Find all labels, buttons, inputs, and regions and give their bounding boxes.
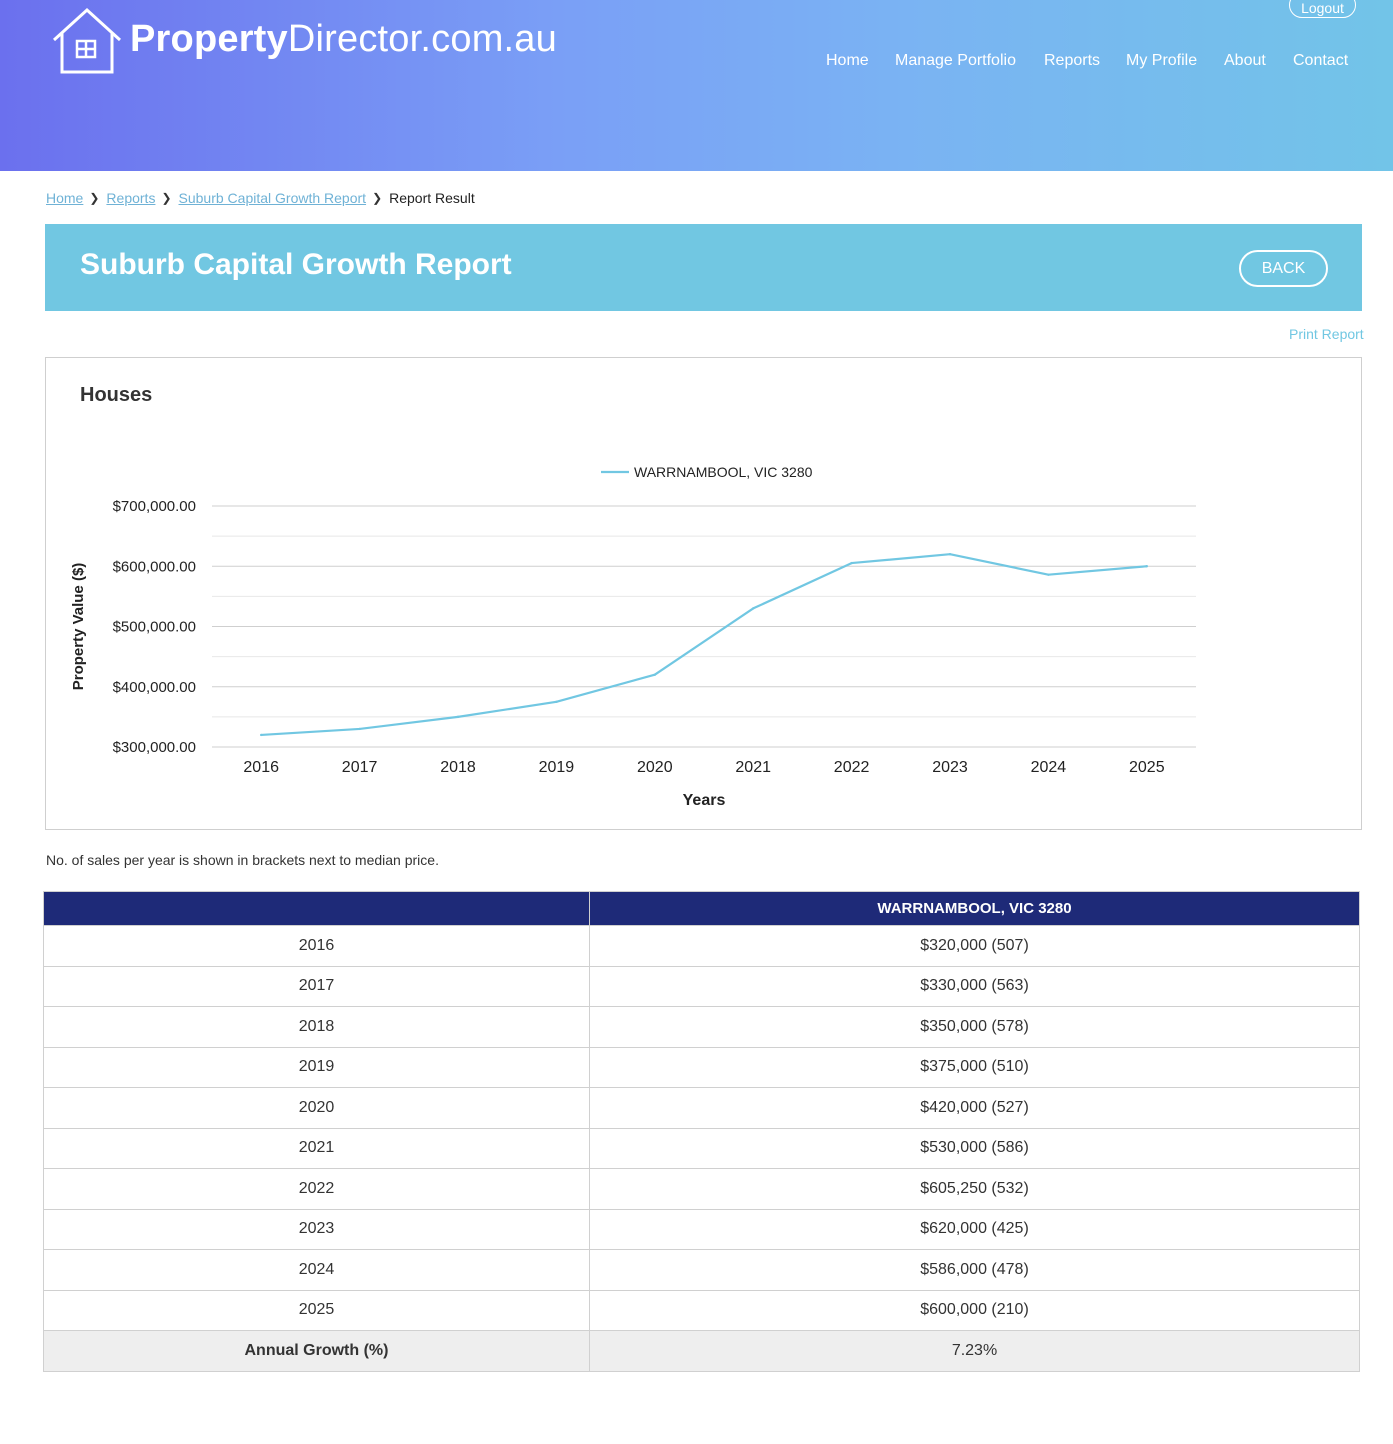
row-year: 2019 bbox=[43, 1046, 590, 1088]
y-tick-label: $300,000.00 bbox=[113, 739, 196, 756]
nav-home[interactable]: Home bbox=[826, 52, 869, 69]
y-axis-title: Property Value ($) bbox=[70, 563, 87, 691]
table-row: 2016 $320,000 (507) bbox=[43, 925, 1360, 967]
table-row: 2019 $375,000 (510) bbox=[43, 1046, 1360, 1088]
row-median-price: $350,000 (578) bbox=[589, 1006, 1360, 1048]
data-point bbox=[456, 715, 460, 719]
row-median-price: $586,000 (478) bbox=[589, 1249, 1360, 1291]
table-row: 2024 $586,000 (478) bbox=[43, 1249, 1360, 1291]
row-year: 2018 bbox=[43, 1006, 590, 1048]
chart-panel: Houses $300,000.00 $400,000.00 $500,000.00… bbox=[45, 357, 1362, 830]
property-value-chart: $300,000.00 $400,000.00 $500,000.00 $600,00… bbox=[70, 464, 1196, 809]
data-point bbox=[358, 727, 361, 731]
annual-growth-label: Annual Growth (%) bbox=[43, 1330, 590, 1372]
x-tick-label: 2020 bbox=[637, 759, 673, 776]
breadcrumb: Home ❯ Reports ❯ Suburb Capital Growth R… bbox=[46, 190, 475, 206]
table-row: 2023 $620,000 (425) bbox=[43, 1208, 1360, 1250]
table-body: 2016 $320,000 (507) 2017 $330,000 (563) 2018… bbox=[43, 925, 1360, 1372]
table-row: 2017 $330,000 (563) bbox=[43, 965, 1360, 1007]
x-tick-label: 2016 bbox=[243, 759, 279, 776]
page-title: Suburb Capital Growth Report bbox=[80, 248, 512, 281]
x-tick-label: 2017 bbox=[342, 759, 378, 776]
row-year: 2016 bbox=[43, 925, 590, 967]
logout-button[interactable]: Logout bbox=[1289, 0, 1356, 18]
nav-about[interactable]: About bbox=[1224, 52, 1266, 69]
breadcrumb-current: Report Result bbox=[389, 190, 475, 206]
table-header-row: WARRNAMBOOL, VIC 3280 bbox=[43, 891, 1360, 926]
logo-light-text: Director.com.au bbox=[287, 17, 557, 60]
x-tick-label: 2023 bbox=[932, 759, 968, 776]
table-header-suburb: WARRNAMBOOL, VIC 3280 bbox=[589, 891, 1360, 926]
nav-reports[interactable]: Reports bbox=[1044, 52, 1101, 69]
data-point bbox=[1145, 565, 1149, 568]
row-median-price: $530,000 (586) bbox=[589, 1127, 1360, 1169]
data-point bbox=[752, 607, 755, 610]
row-median-price: $600,000 (210) bbox=[589, 1289, 1360, 1331]
row-median-price: $375,000 (510) bbox=[589, 1046, 1360, 1088]
row-year: 2024 bbox=[43, 1249, 590, 1291]
row-median-price: $420,000 (527) bbox=[589, 1087, 1360, 1129]
row-median-price: $320,000 (507) bbox=[589, 925, 1360, 967]
x-tick-label: 2019 bbox=[539, 759, 575, 776]
x-tick-label: 2021 bbox=[735, 759, 771, 776]
legend-label: WARRNAMBOOL, VIC 3280 bbox=[634, 464, 813, 480]
annual-growth-row: Annual Growth (%) 7.23% bbox=[43, 1330, 1360, 1372]
y-tick-label: $600,000.00 bbox=[113, 558, 196, 575]
y-tick-label: $500,000.00 bbox=[113, 619, 196, 636]
chevron-right-icon: ❯ bbox=[89, 191, 100, 205]
table-row: 2020 $420,000 (527) bbox=[43, 1087, 1360, 1129]
breadcrumb-suburb-report[interactable]: Suburb Capital Growth Report bbox=[178, 190, 367, 206]
row-median-price: $605,250 (532) bbox=[589, 1168, 1360, 1210]
sales-note: No. of sales per year is shown in bracke… bbox=[46, 852, 439, 868]
logo-bold-text: Property bbox=[130, 17, 288, 60]
x-tick-label: 2024 bbox=[1031, 759, 1067, 776]
table-header-blank bbox=[43, 891, 590, 926]
row-year: 2021 bbox=[43, 1127, 590, 1169]
series-line bbox=[261, 553, 1147, 737]
data-point bbox=[1047, 573, 1050, 576]
row-year: 2020 bbox=[43, 1087, 590, 1129]
breadcrumb-reports[interactable]: Reports bbox=[106, 190, 156, 206]
print-report-link[interactable]: Print Report bbox=[1289, 326, 1364, 342]
x-tick-label: 2018 bbox=[440, 759, 476, 776]
breadcrumb-home[interactable]: Home bbox=[46, 190, 84, 206]
table-row: 2022 $605,250 (532) bbox=[43, 1168, 1360, 1210]
table-row: 2021 $530,000 (586) bbox=[43, 1127, 1360, 1169]
nav-contact[interactable]: Contact bbox=[1293, 52, 1349, 69]
x-tick-label: 2025 bbox=[1129, 759, 1165, 776]
house-logo-icon bbox=[52, 7, 122, 74]
y-tick-label: $700,000.00 bbox=[113, 498, 196, 515]
chevron-right-icon: ❯ bbox=[372, 191, 383, 205]
annual-growth-value: 7.23% bbox=[589, 1330, 1360, 1372]
page-title-bar: Suburb Capital Growth Report BACK bbox=[45, 224, 1362, 311]
data-point bbox=[850, 561, 853, 565]
row-year: 2023 bbox=[43, 1208, 590, 1250]
data-point bbox=[653, 673, 656, 676]
data-point bbox=[948, 553, 952, 556]
y-tick-label: $400,000.00 bbox=[113, 679, 196, 696]
x-axis-title: Years bbox=[683, 792, 726, 809]
data-point bbox=[555, 700, 558, 704]
nav-my-profile[interactable]: My Profile bbox=[1126, 52, 1198, 69]
table-row: 2025 $600,000 (210) bbox=[43, 1289, 1360, 1331]
data-point bbox=[260, 733, 263, 737]
table-row: 2018 $350,000 (578) bbox=[43, 1006, 1360, 1048]
row-year: 2017 bbox=[43, 965, 590, 1007]
back-button[interactable]: BACK bbox=[1239, 250, 1328, 287]
growth-table: WARRNAMBOOL, VIC 3280 2016 $320,000 (507)… bbox=[43, 891, 1360, 1372]
site-logo[interactable]: PropertyDirector.com.au bbox=[50, 6, 557, 76]
logo-wordmark: PropertyDirector.com.au bbox=[130, 18, 557, 61]
row-year: 2025 bbox=[43, 1289, 590, 1331]
site-header: PropertyDirector.com.au Logout Home Mana… bbox=[0, 0, 1393, 171]
nav-manage-portfolio[interactable]: Manage Portfolio bbox=[895, 52, 1016, 69]
chevron-right-icon: ❯ bbox=[161, 191, 172, 205]
row-median-price: $620,000 (425) bbox=[589, 1208, 1360, 1250]
row-year: 2022 bbox=[43, 1168, 590, 1210]
x-tick-label: 2022 bbox=[834, 759, 870, 776]
row-median-price: $330,000 (563) bbox=[589, 965, 1360, 1007]
section-title: Houses bbox=[80, 384, 153, 406]
